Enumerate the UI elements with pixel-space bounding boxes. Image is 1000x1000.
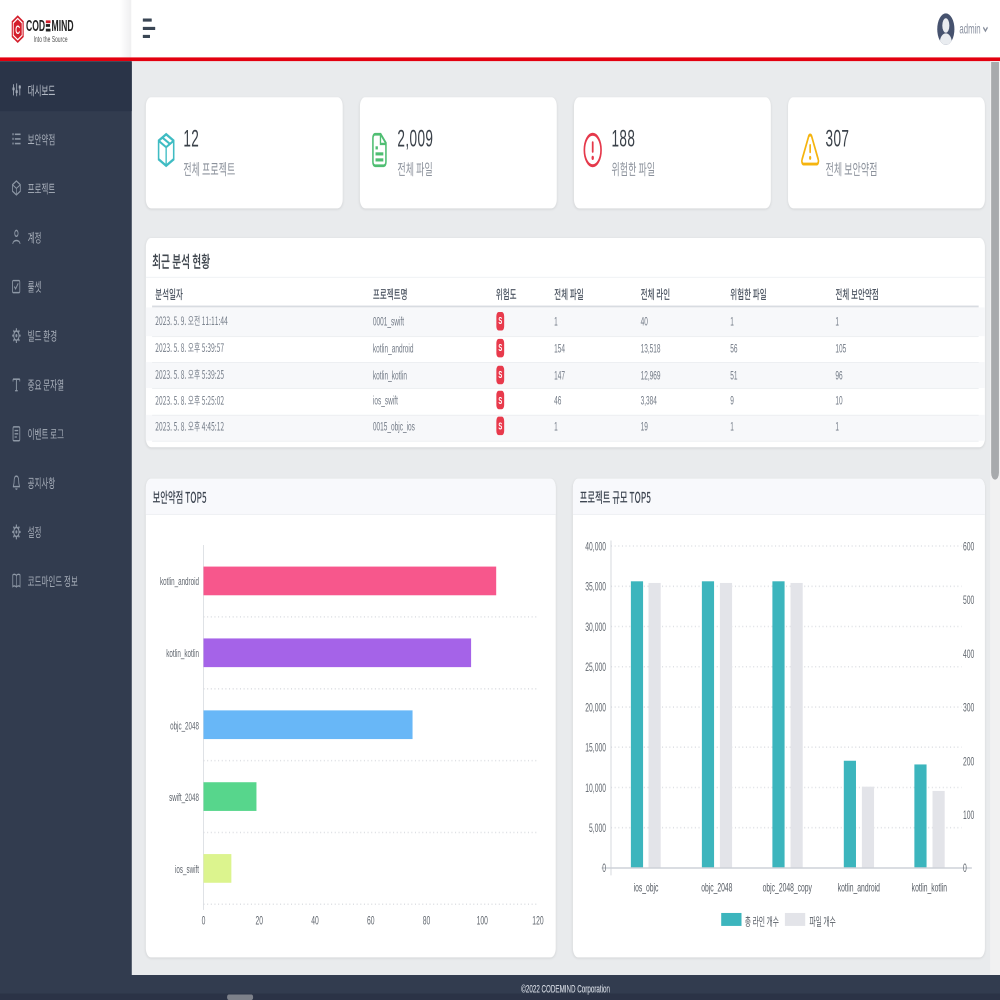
svg-text:C: C bbox=[15, 24, 20, 38]
